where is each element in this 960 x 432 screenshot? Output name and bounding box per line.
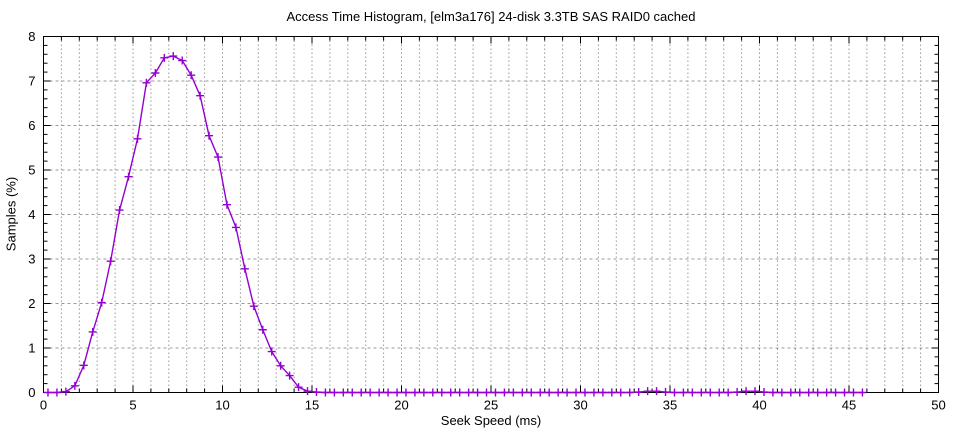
data-series-line bbox=[47, 55, 863, 394]
x-tick-label: 15 bbox=[305, 398, 319, 413]
x-tick-label: 40 bbox=[752, 398, 766, 413]
x-tick-label: 10 bbox=[215, 398, 229, 413]
x-tick-label: 25 bbox=[484, 398, 498, 413]
y-tick-label: 7 bbox=[28, 74, 35, 89]
y-axis-label: Samples (%) bbox=[3, 176, 19, 252]
data-point-markers bbox=[43, 52, 867, 397]
x-tick-label: 0 bbox=[40, 398, 47, 413]
y-tick-label: 4 bbox=[28, 207, 35, 222]
y-tick-label: 8 bbox=[28, 29, 35, 44]
x-tick-label: 5 bbox=[129, 398, 136, 413]
y-tick-label: 6 bbox=[28, 118, 35, 133]
gridlines bbox=[43, 36, 939, 393]
axis-ticks bbox=[43, 36, 939, 393]
x-tick-label: 50 bbox=[931, 398, 945, 413]
data-series bbox=[43, 52, 867, 397]
x-tick-label: 30 bbox=[573, 398, 587, 413]
y-tick-label: 0 bbox=[28, 385, 35, 400]
y-tick-label: 3 bbox=[28, 252, 35, 267]
x-axis-label: Seek Speed (ms) bbox=[440, 413, 542, 428]
y-tick-label: 2 bbox=[28, 296, 35, 311]
x-tick-label: 35 bbox=[663, 398, 677, 413]
y-tick-label: 5 bbox=[28, 163, 35, 178]
x-tick-label: 45 bbox=[842, 398, 856, 413]
x-tick-label: 20 bbox=[394, 398, 408, 413]
chart-title: Access Time Histogram, [elm3a176] 24-dis… bbox=[286, 9, 696, 24]
y-tick-label: 1 bbox=[28, 341, 35, 356]
